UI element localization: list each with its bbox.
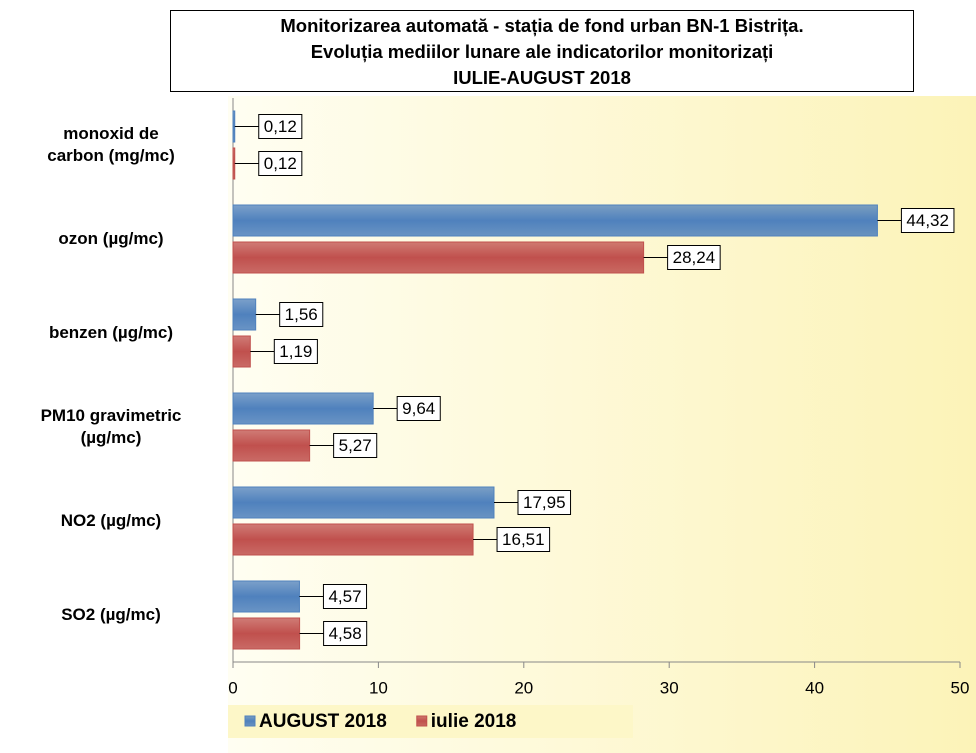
legend-marker	[416, 715, 428, 727]
value-label: 0,12	[264, 117, 297, 136]
legend-box	[228, 705, 633, 738]
x-tick-label: 50	[951, 678, 970, 697]
value-label-box	[323, 621, 368, 646]
y-tick-label: monoxid de carbon (mg/mc)	[47, 124, 175, 165]
bar	[232, 617, 301, 650]
value-label-box	[273, 339, 318, 364]
y-tick-label: PM10 gravimetric (µg/mc)	[40, 406, 182, 447]
value-label: 1,56	[285, 305, 318, 324]
bar	[232, 392, 374, 425]
value-label-box	[667, 245, 721, 270]
value-label-box	[322, 584, 368, 609]
x-tick-label: 0	[228, 678, 237, 697]
chart-title: Monitorizarea automată - stația de fond …	[170, 10, 914, 92]
value-label-box	[258, 114, 303, 139]
value-label: 1,19	[279, 342, 312, 361]
value-label: 28,24	[673, 248, 716, 267]
bar	[232, 110, 236, 143]
bar	[232, 580, 300, 613]
y-tick-label: benzen (µg/mc)	[48, 323, 174, 342]
bar	[232, 486, 495, 519]
value-label: 44,32	[906, 211, 949, 230]
bar	[232, 204, 878, 237]
legend-label: AUGUST 2018	[259, 711, 387, 732]
value-label-box	[517, 490, 572, 515]
legend-label: iulie 2018	[431, 711, 517, 732]
value-label-box	[496, 527, 551, 552]
y-tick-label: ozon (µg/mc)	[58, 229, 164, 248]
x-tick-label: 10	[369, 678, 388, 697]
value-label: 9,64	[402, 399, 435, 418]
value-label: 5,27	[339, 436, 372, 455]
x-tick-label: 40	[805, 678, 824, 697]
bar	[232, 523, 474, 556]
legend-marker	[244, 715, 256, 727]
y-tick-label: NO2 (µg/mc)	[60, 511, 162, 530]
bar	[232, 147, 236, 180]
bar	[232, 335, 251, 368]
bar	[232, 241, 645, 274]
y-tick-label: SO2 (µg/mc)	[61, 605, 161, 624]
bar	[232, 429, 311, 462]
value-label-box	[279, 302, 324, 327]
value-label: 16,51	[502, 530, 545, 549]
x-tick-label: 30	[660, 678, 679, 697]
value-label: 0,12	[264, 154, 297, 173]
value-label-box	[258, 151, 303, 176]
value-label-box	[333, 433, 378, 458]
value-label: 4,58	[329, 624, 362, 643]
value-label: 4,57	[328, 587, 361, 606]
x-tick-label: 20	[514, 678, 533, 697]
bar	[232, 298, 257, 331]
value-label-box	[900, 208, 955, 233]
value-label: 17,95	[523, 493, 566, 512]
value-label-box	[396, 396, 441, 421]
